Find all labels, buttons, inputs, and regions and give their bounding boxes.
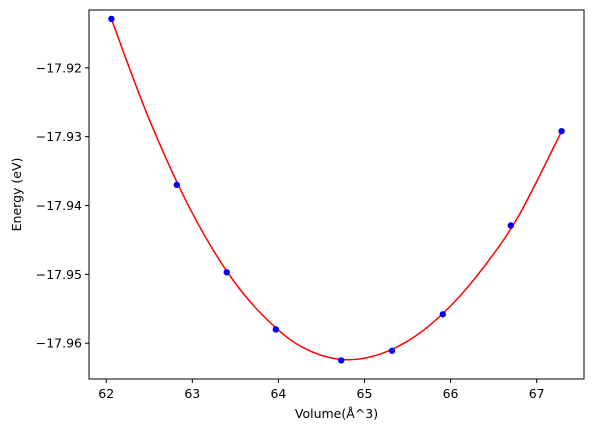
data-point [388,347,396,354]
y-tick-label: −17.93 [36,129,82,144]
x-tick-label: 66 [443,386,459,401]
data-point [439,311,447,318]
y-tick-label: −17.96 [36,336,82,351]
data-point [272,326,280,333]
data-point [108,15,115,23]
data-point [173,181,181,189]
plot-area [88,9,585,380]
y-axis-ticks: −17.92 −17.93 −17.94 −17.95 −17.96 [36,60,89,351]
data-point [507,222,515,229]
data-points-layer [108,15,565,364]
data-point [223,269,230,276]
x-tick-label: 62 [98,386,114,401]
x-tick-label: 65 [357,386,373,401]
x-axis-title: Volume(Å^3) [295,406,378,421]
y-tick-label: −17.94 [36,198,82,213]
x-tick-label: 64 [270,386,286,401]
x-tick-label: 63 [184,386,200,401]
data-point [558,127,565,135]
y-tick-label: −17.95 [36,267,82,282]
y-axis-title: Energy (eV) [9,158,24,232]
y-tick-label: −17.92 [36,60,82,75]
x-axis-ticks: 62 63 64 65 66 67 [98,379,545,401]
x-tick-label: 67 [529,386,545,401]
data-point [338,357,345,364]
